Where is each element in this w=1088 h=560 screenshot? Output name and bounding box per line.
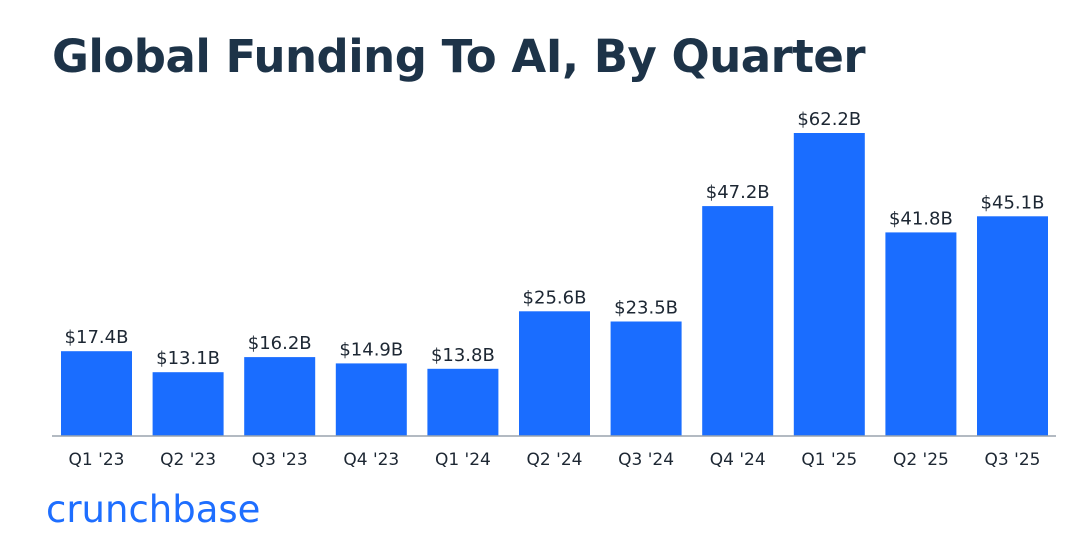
value-label: $13.1B — [156, 348, 220, 369]
x-tick-label: Q3 '23 — [252, 450, 308, 470]
bar-q1-24 — [427, 368, 499, 436]
value-label: $47.2B — [706, 182, 770, 203]
bar-chart: $17.4B $13.1B $16.2B $14.9B $13.8B $25.6B $23.… — [52, 109, 1056, 470]
value-label: $62.2B — [797, 109, 861, 130]
value-label: $17.4B — [65, 327, 129, 348]
x-tick-label: Q1 '25 — [801, 450, 857, 470]
bar-q2-23 — [152, 372, 224, 436]
value-label: $25.6B — [523, 287, 587, 308]
bar-q4-24 — [702, 206, 774, 436]
value-label: $16.2B — [248, 333, 312, 354]
crunchbase-logo: crunchbase — [46, 488, 260, 531]
value-label: $13.8B — [431, 345, 495, 366]
bar-q1-25 — [793, 133, 865, 436]
bar-q3-23 — [244, 357, 316, 436]
x-tick-label: Q2 '24 — [527, 450, 583, 470]
bar-q2-24 — [519, 311, 590, 436]
bar-q4-23 — [335, 363, 407, 436]
x-tick-label: Q4 '24 — [710, 450, 766, 470]
value-label: $45.1B — [981, 192, 1045, 213]
bar-group — [61, 133, 1048, 436]
x-tick-label: Q3 '24 — [618, 450, 674, 470]
value-label: $23.5B — [614, 298, 678, 319]
x-tick-label: Q2 '25 — [893, 450, 949, 470]
logo-text: crunchbase — [46, 488, 260, 531]
x-tick-label: Q3 '25 — [985, 450, 1041, 470]
value-label-group: $17.4B $13.1B $16.2B $14.9B $13.8B $25.6B $23.… — [65, 109, 1045, 369]
bar-q2-25 — [885, 232, 957, 436]
x-tick-label: Q1 '23 — [69, 450, 125, 470]
bar-q3-25 — [977, 216, 1048, 436]
x-tick-label: Q4 '23 — [343, 450, 399, 470]
x-tick-label-group: Q1 '23 Q2 '23 Q3 '23 Q4 '23 Q1 '24 Q2 '24 Q3 '… — [69, 450, 1041, 470]
x-tick-label: Q1 '24 — [435, 450, 491, 470]
x-tick-label: Q2 '23 — [160, 450, 216, 470]
chart-title: Global Funding To AI, By Quarter — [52, 30, 866, 83]
bar-q3-24 — [610, 321, 682, 436]
value-label: $41.8B — [889, 208, 953, 229]
value-label: $14.9B — [339, 339, 403, 360]
bar-q1-23 — [61, 351, 132, 436]
